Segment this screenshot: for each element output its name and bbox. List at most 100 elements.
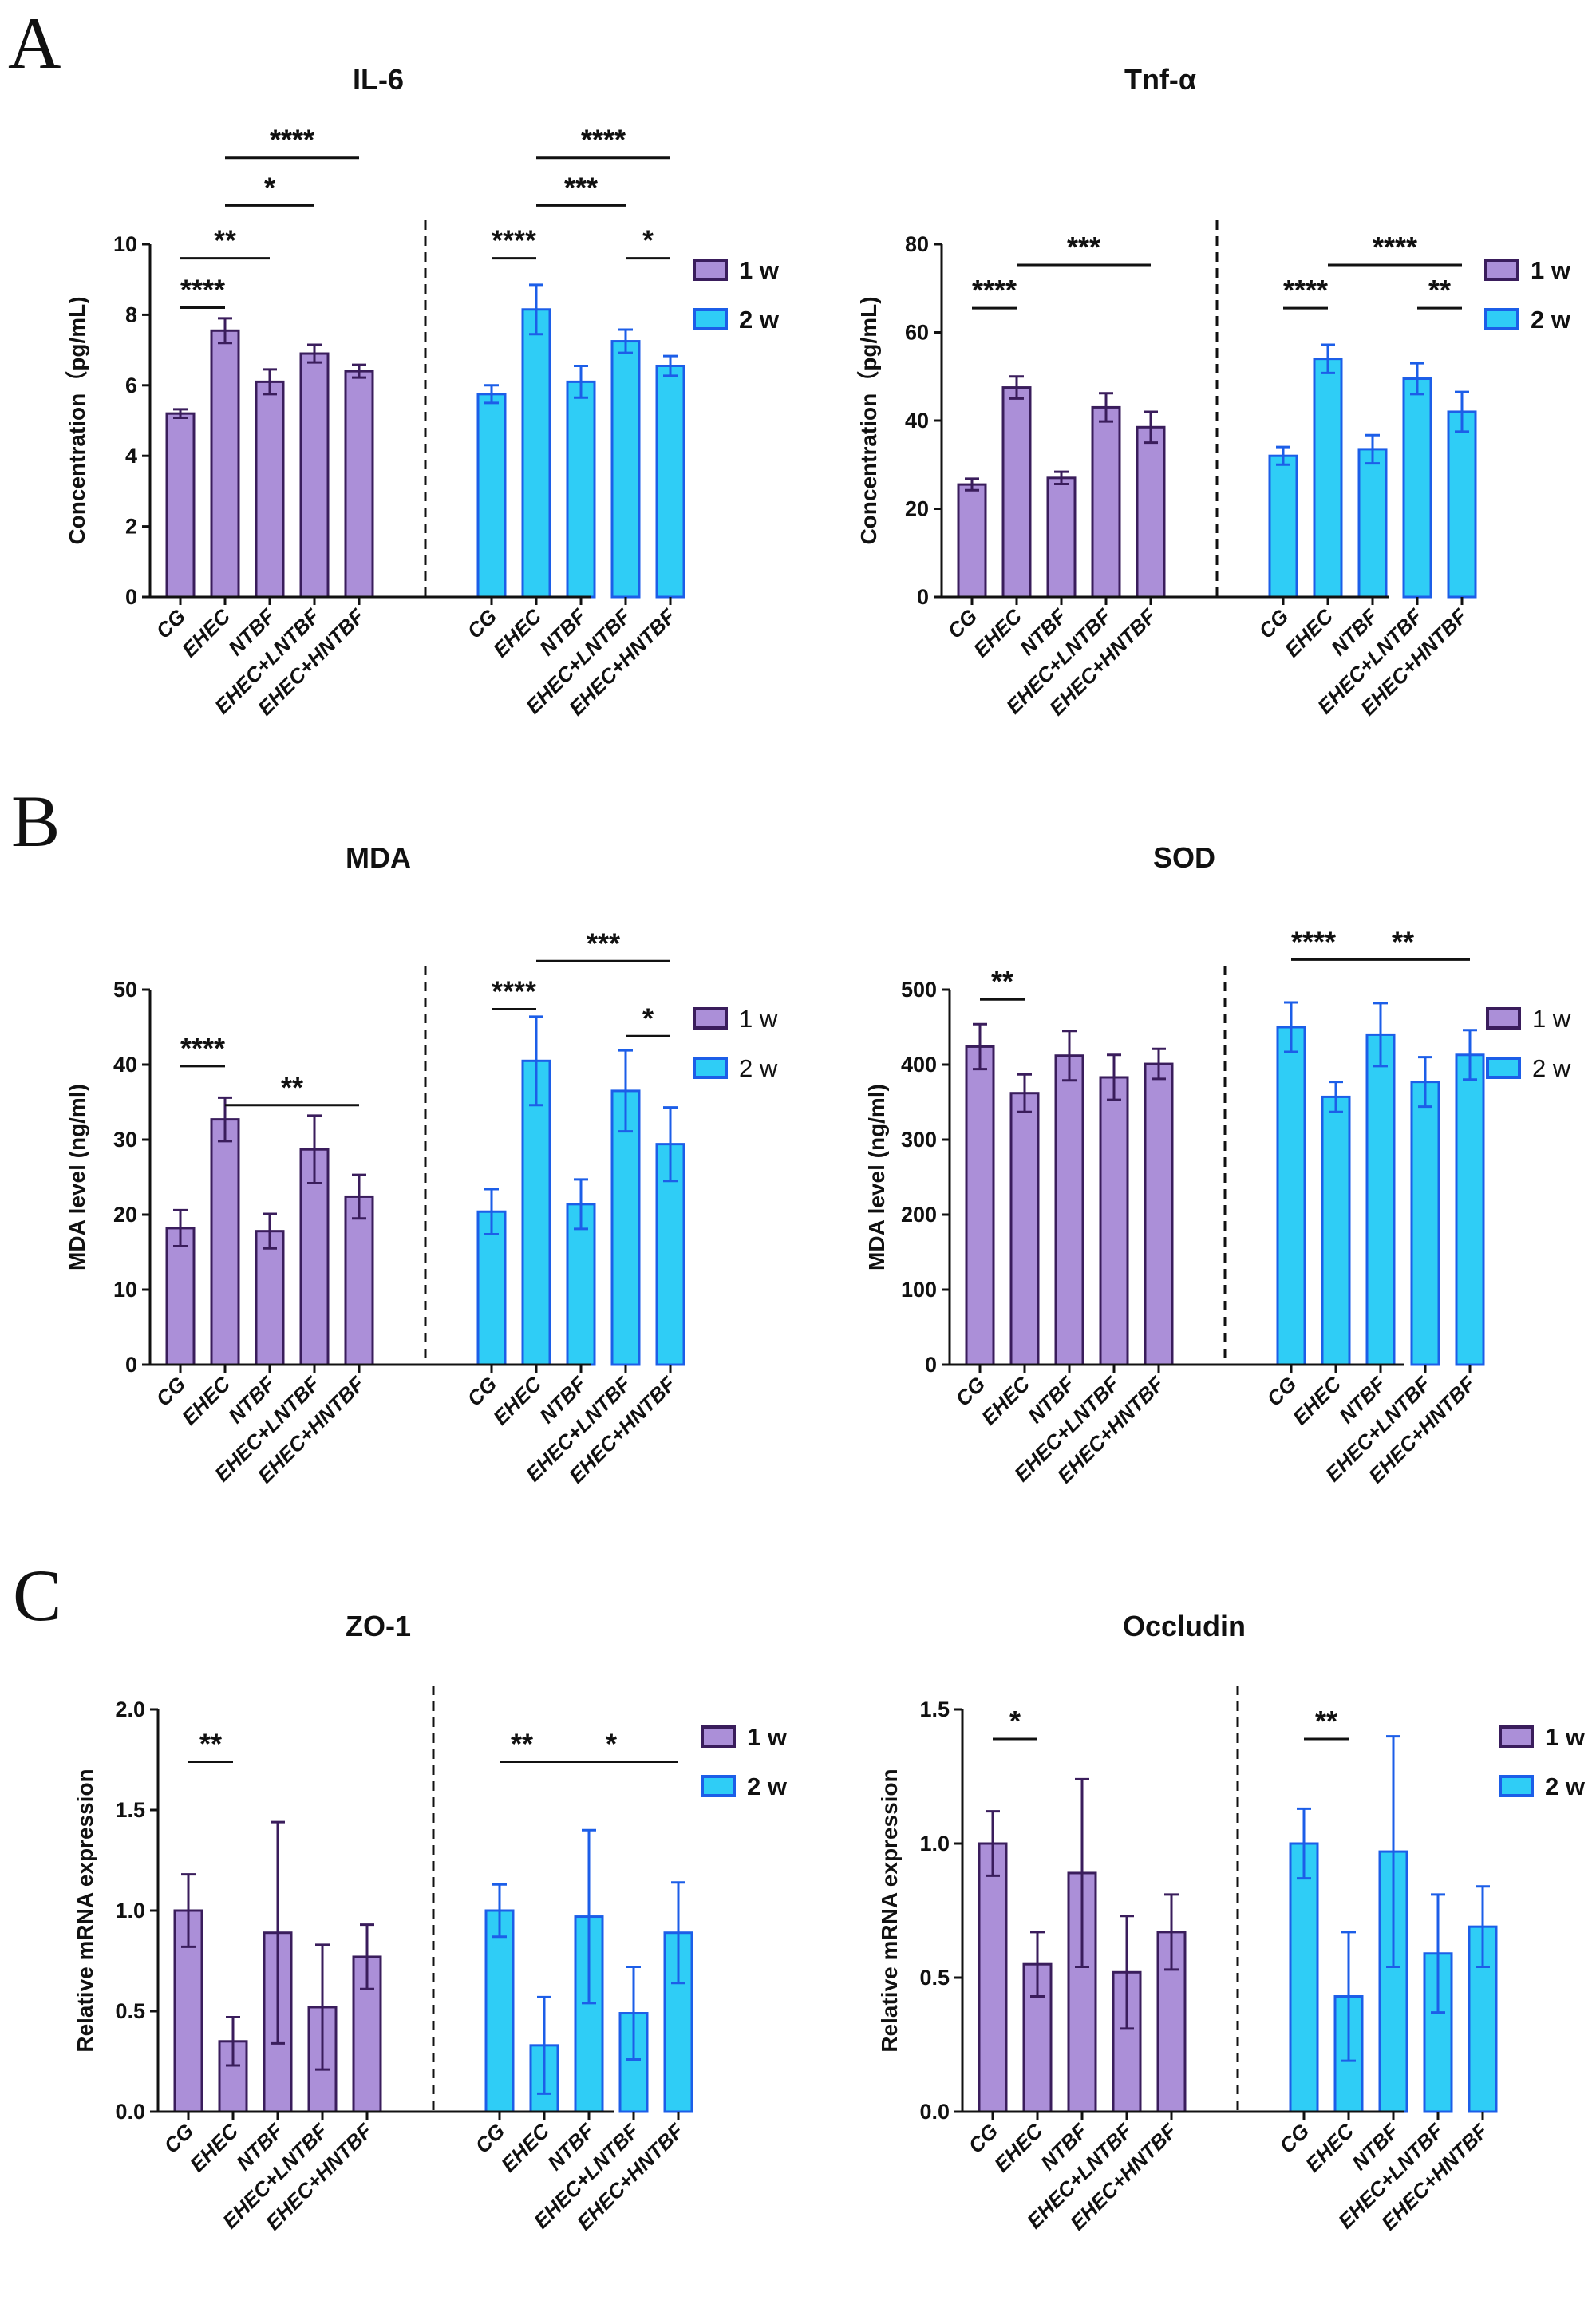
y-tick-label: 1.0: [919, 1832, 950, 1856]
chart-title: Occludin: [1123, 1610, 1246, 1642]
y-tick-label: 40: [113, 1053, 137, 1077]
significance-label: ***: [587, 927, 620, 959]
significance-label: *: [642, 1002, 654, 1034]
legend-label: 2 w: [747, 1773, 788, 1800]
bar-2w-EHEC+LNTBF: [610, 340, 641, 599]
bar-1w-NTBF: [255, 1230, 285, 1366]
bar-2w-CG: [1276, 1026, 1306, 1366]
y-tick-label: 1.5: [115, 1798, 145, 1822]
legend-label: 2 w: [1532, 1054, 1571, 1082]
legend-label: 2 w: [739, 306, 780, 334]
x-tick-label: EHEC: [185, 2118, 243, 2176]
significance-label: *: [642, 224, 654, 257]
x-tick-label: EHEC: [990, 2118, 1048, 2176]
x-tick-label: EHEC: [488, 603, 547, 662]
y-tick-label: 0: [125, 585, 137, 609]
y-tick-label: 0.5: [919, 1966, 950, 1990]
significance-label: **: [281, 1071, 303, 1104]
bar-2w-CG: [1289, 1842, 1319, 2113]
panel-label-a: A: [8, 2, 61, 84]
bar-1w-EHEC+LNTBF: [299, 352, 330, 599]
y-tick-label: 2.0: [115, 1697, 145, 1721]
bar-2w-EHEC+HNTBF: [1447, 410, 1477, 599]
bar-2w-EHEC+HNTBF: [1455, 1053, 1485, 1366]
significance-label: ****: [581, 124, 626, 156]
bar-2w-EHEC: [1313, 358, 1343, 599]
y-tick-label: 300: [901, 1128, 937, 1152]
chart-tnf: Tnf-α020406080Concentration（pg/mL)CGEHEC…: [855, 63, 1571, 720]
y-tick-label: 100: [901, 1278, 937, 1302]
bar-1w-CG: [165, 412, 196, 599]
bar-1w-CG: [165, 1227, 196, 1366]
significance-label: *: [606, 1728, 617, 1761]
legend-swatch: [1484, 259, 1519, 281]
legend-swatch: [693, 308, 728, 330]
y-tick-label: 1.5: [919, 1697, 950, 1721]
bar-2w-EHEC+LNTBF: [1410, 1081, 1440, 1366]
legend-swatch: [1499, 1775, 1534, 1797]
significance-label: **: [1315, 1705, 1337, 1737]
legend-swatch: [1486, 1057, 1521, 1079]
bar-1w-EHEC: [1009, 1092, 1040, 1366]
legend-label: 1 w: [1531, 256, 1571, 284]
bar-1w-EHEC+LNTBF: [1091, 405, 1121, 599]
chart-il6: IL-60246810Concentration（pg/mL)CGEHECNTB…: [64, 63, 780, 720]
chart-title: Tnf-α: [1124, 63, 1196, 96]
y-tick-label: 0: [925, 1353, 937, 1377]
significance-label: ***: [564, 171, 598, 204]
charts-layer: IL-60246810Concentration（pg/mL)CGEHECNTB…: [64, 63, 1586, 2235]
legend-label: 2 w: [739, 1054, 778, 1082]
significance-label: ****: [972, 274, 1017, 306]
bar-2w-CG: [1268, 454, 1298, 599]
y-tick-label: 4: [125, 444, 137, 468]
y-tick-label: 2: [125, 515, 137, 539]
y-tick-label: 60: [905, 321, 929, 345]
x-tick-label: EHEC: [177, 1371, 235, 1429]
chart-zo1: ZO-1 0.0 0.5 1.0 1.5 2.0 Relative mRNA express…: [73, 1610, 788, 2235]
chart-title: MDA: [346, 841, 411, 874]
chart-title: ZO-1: [346, 1610, 411, 1642]
bar-1w-NTBF: [1046, 476, 1077, 599]
y-axis-label: Relative mRNA expression: [73, 1769, 97, 2052]
bar-2w-NTBF: [1365, 1033, 1396, 1366]
x-tick-label: EHEC: [1301, 2118, 1359, 2176]
legend-label: 1 w: [1545, 1723, 1586, 1751]
x-tick-label: EHEC: [1288, 1371, 1346, 1429]
y-tick-label: 0: [917, 585, 929, 609]
bar-2w-EHEC+LNTBF: [1402, 377, 1432, 599]
bar-1w-EHEC: [210, 329, 240, 599]
significance-label: ****: [1283, 274, 1328, 306]
legend-label: 2 w: [1531, 306, 1571, 334]
x-tick-label: EHEC: [488, 1371, 547, 1429]
y-axis-label: Relative mRNA expression: [877, 1769, 902, 2052]
y-tick-label: 400: [901, 1053, 937, 1077]
chart-occludin: Occludin 0.0 0.5 1.0 1.5 Relative mRNA expres…: [877, 1610, 1586, 2235]
significance-label: **: [1428, 274, 1451, 306]
bar-1w-CG: [965, 1045, 995, 1366]
x-tick-label: EHEC: [496, 2118, 555, 2176]
legend-label: 2 w: [1545, 1773, 1586, 1800]
legend-swatch: [1486, 1007, 1521, 1030]
significance-label: **: [214, 224, 236, 257]
bar-2w-EHEC+HNTBF: [655, 364, 685, 599]
y-tick-label: 200: [901, 1203, 937, 1227]
bar-1w-CG: [957, 483, 987, 599]
bar-1w-EHEC+HNTBF: [1136, 425, 1166, 599]
chart-title: IL-6: [353, 63, 404, 96]
legend-swatch: [693, 1007, 728, 1030]
legend-label: 1 w: [747, 1723, 788, 1751]
legend-swatch: [693, 259, 728, 281]
significance-label: **: [200, 1728, 222, 1761]
y-tick-label: 0.5: [115, 1999, 145, 2023]
legend-swatch: [1484, 308, 1519, 330]
x-tick-label: EHEC: [977, 1371, 1035, 1429]
bar-1w-EHEC: [210, 1118, 240, 1366]
x-tick-label: EHEC: [969, 603, 1027, 662]
x-tick-label: EHEC: [1280, 603, 1338, 662]
bar-1w-EHEC+HNTBF: [344, 370, 374, 599]
y-tick-label: 40: [905, 409, 929, 433]
y-tick-label: 50: [113, 978, 137, 1002]
